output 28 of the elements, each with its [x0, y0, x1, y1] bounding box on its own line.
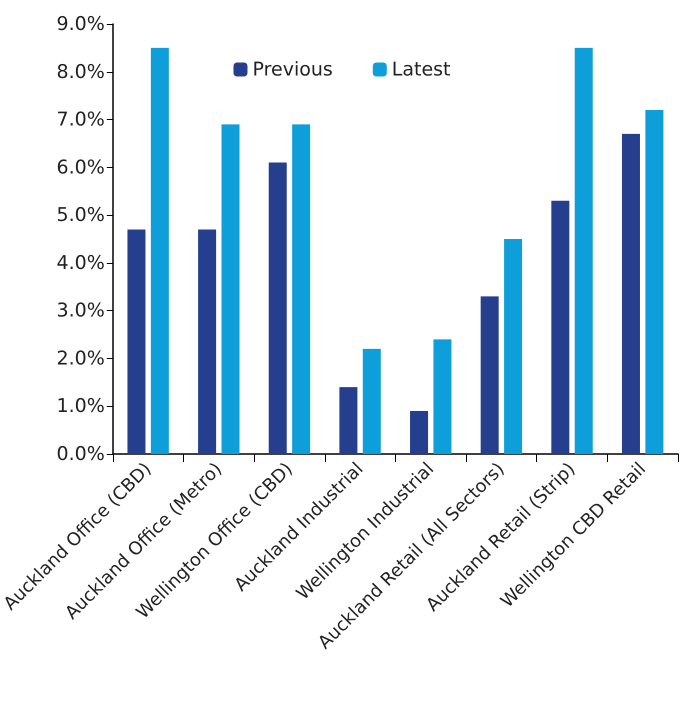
y-tick-label: 9.0%: [56, 13, 105, 35]
legend-label: Previous: [252, 58, 333, 80]
bar: [127, 229, 146, 454]
bar: [222, 124, 240, 454]
bar: [480, 296, 499, 454]
y-tick-label: 5.0%: [56, 204, 105, 226]
legend-label: Latest: [392, 58, 451, 80]
y-tick-label: 6.0%: [56, 156, 105, 178]
bar: [339, 387, 358, 454]
bar: [198, 229, 216, 454]
bar: [150, 48, 169, 454]
y-tick-label: 8.0%: [56, 60, 105, 83]
y-tick-label: 2.0%: [56, 347, 105, 370]
y-tick-label: 0.0%: [56, 443, 105, 465]
y-tick-label: 1.0%: [56, 395, 105, 418]
bar: [362, 348, 381, 454]
y-tick-label: 3.0%: [56, 300, 105, 322]
bar: [574, 48, 593, 454]
bar: [292, 124, 310, 454]
bar: [433, 339, 452, 454]
bar: [504, 239, 522, 454]
y-tick-label: 4.0%: [56, 252, 105, 274]
y-tick-label: 7.0%: [56, 108, 105, 131]
bar: [622, 134, 640, 454]
bar: [268, 162, 287, 454]
bar: [551, 200, 570, 454]
bar: [410, 411, 428, 454]
bar: [645, 110, 664, 454]
